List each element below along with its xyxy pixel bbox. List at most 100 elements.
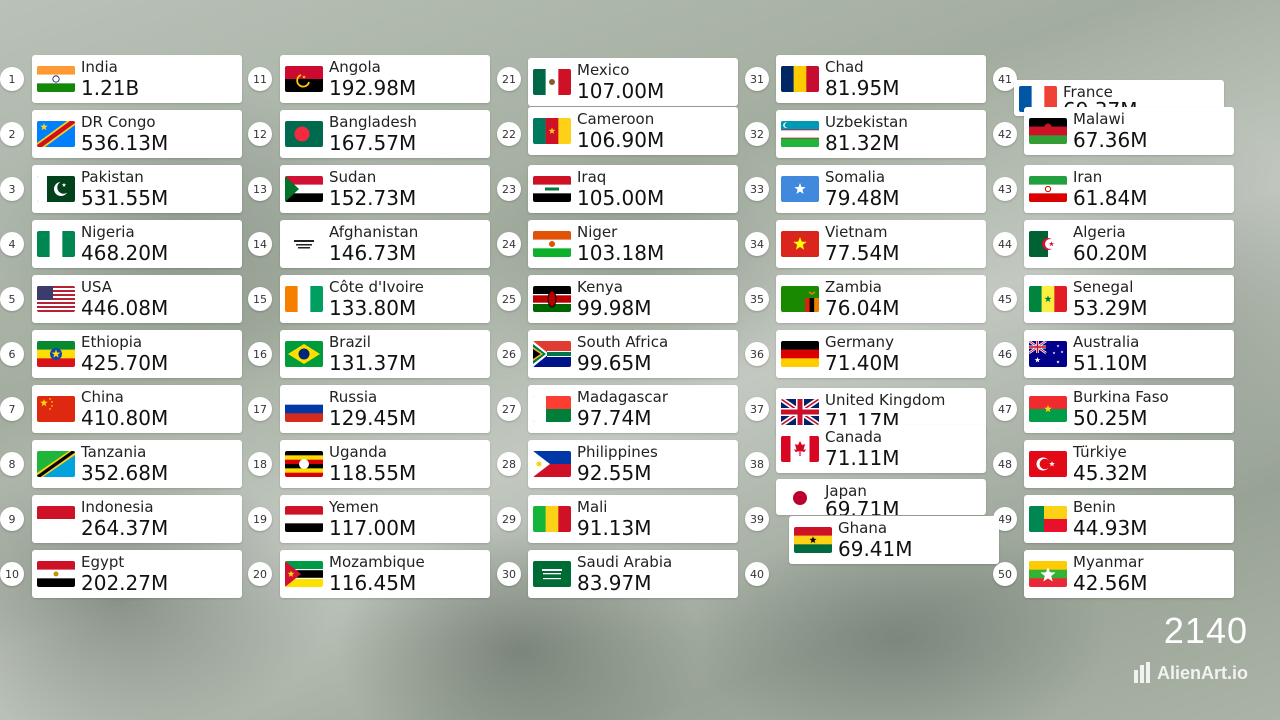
rank-badge: 48 [993, 452, 1017, 476]
population-value: 53.29M [1073, 296, 1148, 320]
population-value: 83.97M [577, 571, 652, 595]
population-value: 103.18M [577, 241, 665, 265]
turkiye-flag-icon [1029, 451, 1067, 477]
country-card-burkinafaso: Burkina Faso 50.25M [1024, 385, 1234, 433]
yemen-flag-icon [285, 506, 323, 532]
population-value: 77.54M [825, 241, 900, 265]
rank-badge: 14 [248, 232, 272, 256]
country-card-nigeria: Nigeria 468.20M [32, 220, 242, 268]
country-name: USA [81, 278, 113, 296]
country-card-indonesia: Indonesia 264.37M [32, 495, 242, 543]
population-value: 92.55M [577, 461, 652, 485]
nigeria-flag-icon [37, 231, 75, 257]
rank-badge: 20 [248, 562, 272, 586]
rank-badge: 39 [745, 507, 769, 531]
rank-badge: 35 [745, 287, 769, 311]
country-name: Afghanistan [329, 223, 419, 241]
country-name: Uzbekistan [825, 113, 908, 131]
vietnam-flag-icon [781, 231, 819, 257]
population-value: 116.45M [329, 571, 417, 595]
rank-badge: 11 [248, 67, 272, 91]
country-card-japan: Japan 69.71M [776, 479, 986, 515]
country-card-bangladesh: Bangladesh 167.57M [280, 110, 490, 158]
population-value: 71.40M [825, 351, 900, 375]
canada-flag-icon [781, 436, 819, 462]
country-card-southafrica: South Africa 99.65M [528, 330, 738, 378]
algeria-flag-icon [1029, 231, 1067, 257]
uganda-flag-icon [285, 451, 323, 477]
bangladesh-flag-icon [285, 121, 323, 147]
country-card-philippines: Philippines 92.55M [528, 440, 738, 488]
country-name: Mozambique [329, 553, 425, 571]
country-name: Mexico [577, 61, 630, 79]
population-value: 152.73M [329, 186, 417, 210]
rank-badge: 26 [497, 342, 521, 366]
rank-badge: 46 [993, 342, 1017, 366]
country-card-afghanistan: Afghanistan 146.73M [280, 220, 490, 268]
burkinafaso-flag-icon [1029, 396, 1067, 422]
rank-badge: 50 [993, 562, 1017, 586]
population-value: 202.27M [81, 571, 169, 595]
country-card-australia: Australia 51.10M [1024, 330, 1234, 378]
rank-badge: 31 [745, 67, 769, 91]
country-card-mali: Mali 91.13M [528, 495, 738, 543]
population-value: 60.20M [1073, 241, 1148, 265]
population-value: 81.95M [825, 76, 900, 100]
zambia-flag-icon [781, 286, 819, 312]
country-card-brazil: Brazil 131.37M [280, 330, 490, 378]
population-value: 97.74M [577, 406, 652, 430]
indonesia-flag-icon [37, 506, 75, 532]
population-value: 99.98M [577, 296, 652, 320]
population-value: 81.32M [825, 131, 900, 155]
country-name: Angola [329, 58, 381, 76]
country-name: Madagascar [577, 388, 668, 406]
country-card-myanmar: Myanmar 42.56M [1024, 550, 1234, 598]
country-card-madagascar: Madagascar 97.74M [528, 385, 738, 433]
country-name: Senegal [1073, 278, 1134, 296]
tanzania-flag-icon [37, 451, 75, 477]
country-card-iran: Iran 61.84M [1024, 165, 1234, 213]
country-card-iraq: Iraq 105.00M [528, 165, 738, 213]
rank-badge: 2 [0, 122, 24, 146]
population-value: 264.37M [81, 516, 169, 540]
malawi-flag-icon [1029, 118, 1067, 144]
china-flag-icon [37, 396, 75, 422]
population-value: 69.41M [838, 537, 913, 561]
country-name: India [81, 58, 118, 76]
population-value: 61.84M [1073, 186, 1148, 210]
brand-text: AlienArt.io [1156, 662, 1248, 683]
southafrica-flag-icon [533, 341, 571, 367]
drcongo-flag-icon [37, 121, 75, 147]
rank-badge: 6 [0, 342, 24, 366]
country-name: Niger [577, 223, 618, 241]
country-card-india: India 1.21B [32, 55, 242, 103]
angola-flag-icon [285, 66, 323, 92]
rank-badge: 28 [497, 452, 521, 476]
kenya-flag-icon [533, 286, 571, 312]
rank-badge: 13 [248, 177, 272, 201]
country-name: Yemen [329, 498, 379, 516]
rank-badge: 40 [745, 562, 769, 586]
rank-badge: 29 [497, 507, 521, 531]
japan-flag-icon [781, 485, 819, 511]
population-value: 118.55M [329, 461, 417, 485]
population-value: 352.68M [81, 461, 169, 485]
rank-badge: 1 [0, 67, 24, 91]
rank-badge: 3 [0, 177, 24, 201]
country-card-egypt: Egypt 202.27M [32, 550, 242, 598]
country-name: Canada [825, 428, 883, 446]
iran-flag-icon [1029, 176, 1067, 202]
rank-badge: 45 [993, 287, 1017, 311]
rank-badge: 33 [745, 177, 769, 201]
population-value: 107.00M [577, 79, 665, 103]
country-card-benin: Benin 44.93M [1024, 495, 1234, 543]
country-name: Germany [825, 333, 894, 351]
population-value: 106.90M [577, 128, 665, 152]
france-flag-icon [1019, 86, 1057, 112]
country-card-usa: USA 446.08M [32, 275, 242, 323]
rank-badge: 17 [248, 397, 272, 421]
country-name: Iran [1073, 168, 1103, 186]
rank-badge: 18 [248, 452, 272, 476]
population-value: 131.37M [329, 351, 417, 375]
brand-watermark: AlienArt.io [1133, 662, 1248, 684]
